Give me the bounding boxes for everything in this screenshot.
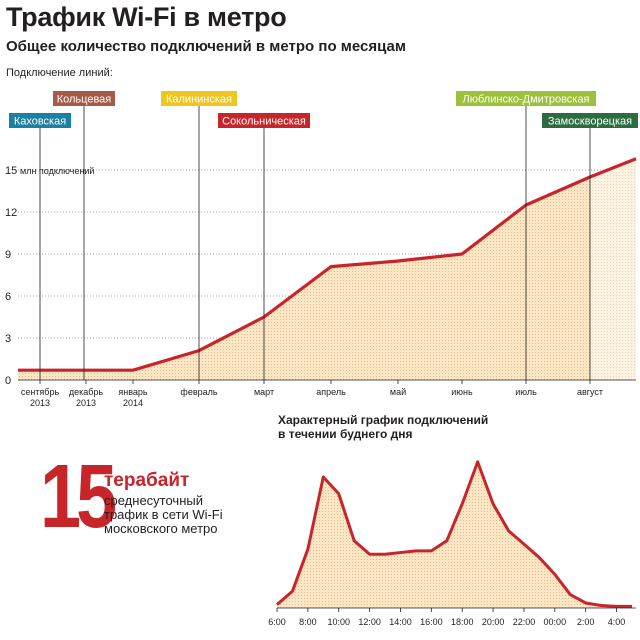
x-tick-label: апрель [316, 387, 346, 397]
x-tick-label: январь [118, 387, 148, 397]
x-tick-label: февраль [180, 387, 217, 397]
daily-x-tick-label: 18:00 [451, 617, 474, 627]
daily-x-tick-label: 6:00 [268, 617, 286, 627]
y-axis-title: млн подключений [20, 166, 94, 176]
line-tag-bg [53, 91, 115, 106]
line-tag-bg [161, 91, 237, 106]
daily-x-tick-label: 4:00 [608, 617, 626, 627]
line-tag-label: Замоскворецкая [548, 116, 632, 128]
line-tag-label: Калининская [166, 94, 232, 106]
line-tag-label: Кольцевая [57, 94, 112, 106]
stat-unit: терабайт [104, 470, 190, 491]
line-tag-label: Люблинско-Дмитровская [463, 94, 590, 106]
line-tag-bg [218, 113, 310, 128]
area-fill [18, 177, 590, 380]
line-tag-label: Сокольническая [222, 116, 306, 128]
daily-area-fill [277, 461, 632, 608]
y-tick-label: 3 [5, 333, 11, 345]
x-tick-label-year: 2013 [30, 398, 50, 408]
stat-value: 15 [40, 447, 117, 547]
x-tick-label: июль [515, 387, 537, 397]
stat-description: среднесуточный трафик в сети Wi-Fi моско… [104, 493, 223, 536]
daily-x-tick-label: 14:00 [389, 617, 412, 627]
daily-series-line [276, 460, 632, 608]
series-line [18, 157, 637, 372]
x-tick-label: август [577, 387, 603, 397]
daily-x-tick-label: 00:00 [544, 617, 567, 627]
lines-label: Подключение линий: [6, 67, 113, 79]
line-tag-bg [456, 91, 596, 106]
daily-x-tick-label: 22:00 [513, 617, 536, 627]
daily-x-tick-label: 12:00 [358, 617, 381, 627]
y-tick-label: 12 [5, 207, 17, 219]
line-tag-bg [9, 113, 71, 128]
area-fill-projection [590, 158, 636, 380]
line-tag-label: Каховская [14, 116, 66, 128]
x-tick-label-year: 2013 [76, 398, 96, 408]
daily-x-tick-label: 20:00 [482, 617, 505, 627]
y-tick-label: 6 [5, 291, 11, 303]
page-subtitle: Общее количество подключений в метро по … [6, 38, 406, 55]
x-tick-label: май [390, 387, 406, 397]
daily-x-tick-label: 10:00 [327, 617, 350, 627]
y-tick-label: 9 [5, 249, 11, 261]
x-tick-label-year: 2014 [123, 398, 143, 408]
daily-x-tick-label: 8:00 [299, 617, 317, 627]
x-tick-label: декабрь [69, 387, 104, 397]
daily-x-tick-label: 16:00 [420, 617, 443, 627]
daily-chart-title: Характерный график подключений в течении… [278, 413, 489, 441]
daily-x-tick-label: 2:00 [577, 617, 595, 627]
x-tick-label: сентябрь [21, 387, 60, 397]
line-tag-bg [542, 113, 638, 128]
x-tick-label: март [254, 387, 274, 397]
page-title: Трафик Wi-Fi в метро [6, 2, 287, 32]
y-tick-label: 0 [5, 375, 11, 387]
y-tick-label: 15 [5, 165, 17, 177]
x-tick-label: июнь [451, 387, 473, 397]
